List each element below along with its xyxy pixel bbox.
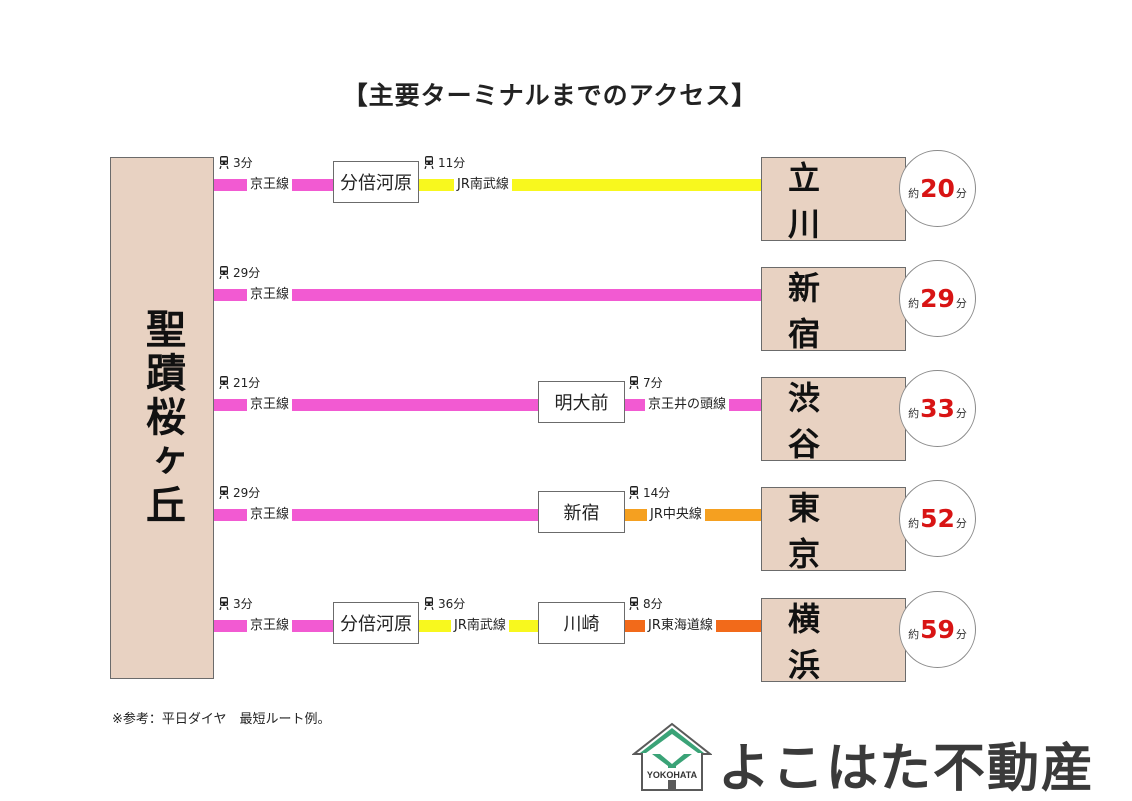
travel-time-value: 29分 <box>233 486 261 500</box>
keio-line-segment <box>214 399 539 411</box>
line-name: 京王線 <box>247 505 293 525</box>
total-time-badge: 約 29 分 <box>899 260 976 337</box>
line-name: 京王井の頭線 <box>645 395 730 415</box>
transfer-station: 明大前 <box>538 381 625 423</box>
train-icon <box>629 597 639 610</box>
travel-time: 8分 <box>629 595 663 612</box>
train-icon <box>424 597 434 610</box>
total-minutes: 33 <box>920 394 955 423</box>
total-prefix: 約 <box>908 627 920 641</box>
train-icon <box>219 376 229 389</box>
total-time-badge: 約 59 分 <box>899 591 976 668</box>
keio-line-segment <box>214 289 761 301</box>
destination-station: 新 宿 <box>761 267 906 353</box>
travel-time-value: 11分 <box>438 156 466 170</box>
route-shinjuku: 29分 京王線 新 宿 約 29 分 <box>0 260 1132 377</box>
train-icon <box>219 156 229 169</box>
travel-time: 3分 <box>219 154 253 171</box>
line-name: JR東海道線 <box>645 616 716 636</box>
total-minutes: 20 <box>920 174 955 203</box>
travel-time: 29分 <box>219 264 260 281</box>
destination-station: 横 浜 <box>761 598 906 684</box>
train-icon <box>219 266 229 279</box>
total-time-badge: 約 20 分 <box>899 150 976 227</box>
travel-time: 7分 <box>629 374 663 391</box>
travel-time-value: 7分 <box>643 376 663 390</box>
keio-line-segment <box>214 509 539 521</box>
total-unit: 分 <box>955 627 967 641</box>
travel-time-value: 14分 <box>643 486 671 500</box>
destination-station: 渋 谷 <box>761 377 906 463</box>
total-unit: 分 <box>955 516 967 530</box>
travel-time-value: 29分 <box>233 266 261 280</box>
total-time-badge: 約 33 分 <box>899 370 976 447</box>
train-icon <box>219 486 229 499</box>
logo-emblem-text: YOKOHATA <box>647 770 698 780</box>
destination-station: 立 川 <box>761 157 906 243</box>
total-prefix: 約 <box>908 406 920 420</box>
total-prefix: 約 <box>908 186 920 200</box>
company-name: よこはた不動産 <box>718 739 1095 799</box>
travel-time: 29分 <box>219 484 260 501</box>
travel-time: 36分 <box>424 595 465 612</box>
train-icon <box>629 376 639 389</box>
line-name: JR南武線 <box>451 616 509 636</box>
total-minutes: 29 <box>920 284 955 313</box>
route-tokyo: 新宿 29分 京王線 14分 JR中央線 東 京 約 52 分 <box>0 480 1132 597</box>
destination-station: 東 京 <box>761 487 906 573</box>
line-name: 京王線 <box>247 616 293 636</box>
travel-time: 21分 <box>219 374 260 391</box>
line-name: 京王線 <box>247 175 293 195</box>
total-minutes: 52 <box>920 504 955 533</box>
total-prefix: 約 <box>908 516 920 530</box>
travel-time: 14分 <box>629 484 670 501</box>
page-title: 【主要ターミナルまでのアクセス】 <box>342 81 758 110</box>
travel-time: 3分 <box>219 595 253 612</box>
total-prefix: 約 <box>908 296 920 310</box>
line-name: 京王線 <box>247 285 293 305</box>
line-name: 京王線 <box>247 395 293 415</box>
train-icon <box>629 486 639 499</box>
line-name: JR中央線 <box>647 505 705 525</box>
travel-time-value: 3分 <box>233 597 253 611</box>
train-icon <box>219 597 229 610</box>
origin-station: 聖蹟桜ヶ丘 <box>110 157 214 679</box>
line-name: JR南武線 <box>454 175 512 195</box>
travel-time-value: 21分 <box>233 376 261 390</box>
transfer-station: 川崎 <box>538 602 625 644</box>
total-time-badge: 約 52 分 <box>899 480 976 557</box>
travel-time-value: 8分 <box>643 597 663 611</box>
total-minutes: 59 <box>920 615 955 644</box>
transfer-station: 新宿 <box>538 491 625 533</box>
travel-time-value: 3分 <box>233 156 253 170</box>
route-yokohama: 分倍河原 川崎 3分 京王線 36分 JR南武線 8分 JR東海道線 横 浜 約… <box>0 591 1132 708</box>
travel-time: 11分 <box>424 154 465 171</box>
train-icon <box>424 156 434 169</box>
origin-station-label: 聖蹟桜ヶ丘 <box>139 308 185 528</box>
travel-time-value: 36分 <box>438 597 466 611</box>
footnote: ※参考：平日ダイヤ 最短ルート例。 <box>112 712 331 727</box>
total-unit: 分 <box>955 296 967 310</box>
transfer-station: 分倍河原 <box>333 161 419 203</box>
house-y-logo-icon: YOKOHATA <box>632 722 712 791</box>
route-tachikawa: 分倍河原 3分 京王線 11分 JR南武線 立 川 約 20 分 <box>0 150 1132 267</box>
route-shibuya: 明大前 21分 京王線 7分 京王井の頭線 渋 谷 約 33 分 <box>0 370 1132 487</box>
transfer-station: 分倍河原 <box>333 602 419 644</box>
total-unit: 分 <box>955 186 967 200</box>
total-unit: 分 <box>955 406 967 420</box>
